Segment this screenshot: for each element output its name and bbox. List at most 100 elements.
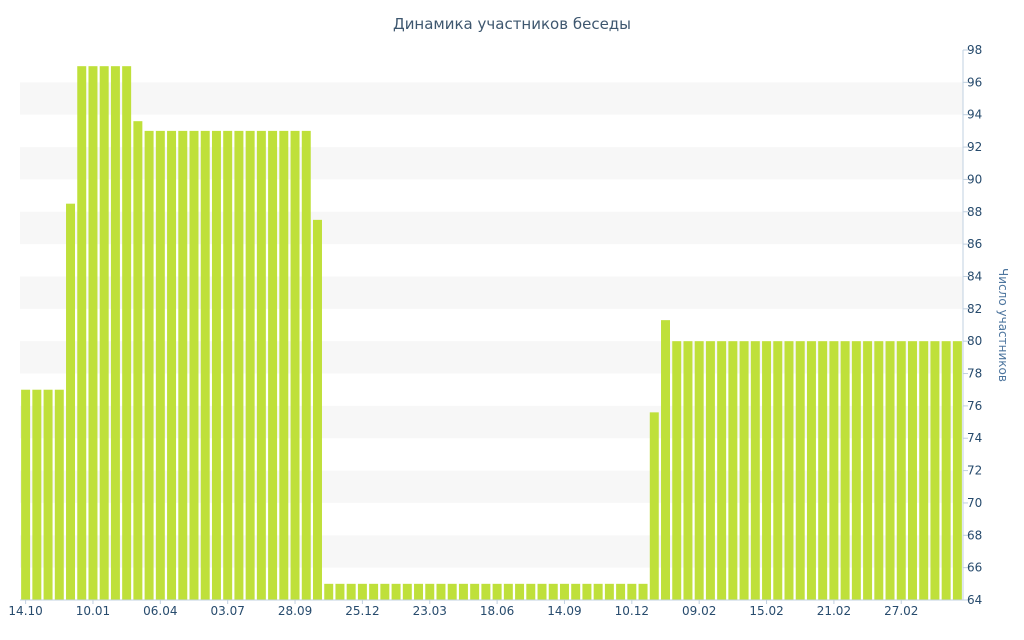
- bar[interactable]: [952, 341, 962, 600]
- bar[interactable]: [66, 203, 76, 600]
- bar[interactable]: [627, 583, 637, 600]
- y-tick-label: 82: [967, 302, 982, 316]
- x-tick-label: 09.02: [682, 604, 716, 618]
- bar[interactable]: [32, 389, 42, 600]
- bar[interactable]: [537, 583, 547, 600]
- bar[interactable]: [223, 130, 233, 600]
- bar[interactable]: [548, 583, 558, 600]
- bar[interactable]: [515, 583, 525, 600]
- bar[interactable]: [458, 583, 468, 600]
- x-tick-label: 27.02: [884, 604, 918, 618]
- bar[interactable]: [279, 130, 289, 600]
- bar[interactable]: [896, 341, 906, 600]
- bar[interactable]: [941, 341, 951, 600]
- y-tick-label: 64: [967, 593, 982, 607]
- bar[interactable]: [919, 341, 929, 600]
- bar[interactable]: [863, 341, 873, 600]
- bar[interactable]: [593, 583, 603, 600]
- x-tick-label: 23.03: [413, 604, 447, 618]
- bar[interactable]: [470, 583, 480, 600]
- bar[interactable]: [436, 583, 446, 600]
- grid-band: [20, 82, 963, 115]
- bar[interactable]: [447, 583, 457, 600]
- y-tick-label: 70: [967, 496, 982, 510]
- bar[interactable]: [335, 583, 345, 600]
- bar[interactable]: [739, 341, 749, 600]
- bar[interactable]: [200, 130, 210, 600]
- y-tick-label: 76: [967, 399, 982, 413]
- bar[interactable]: [604, 583, 614, 600]
- bar[interactable]: [43, 389, 53, 600]
- bar[interactable]: [559, 583, 569, 600]
- bar[interactable]: [661, 320, 670, 600]
- bar[interactable]: [930, 341, 940, 600]
- bar[interactable]: [481, 583, 491, 600]
- bar[interactable]: [357, 583, 367, 600]
- bar[interactable]: [133, 121, 143, 601]
- bar[interactable]: [268, 130, 278, 600]
- bar[interactable]: [178, 130, 188, 600]
- bar[interactable]: [795, 341, 805, 600]
- bar[interactable]: [21, 389, 31, 600]
- bars: [21, 66, 962, 601]
- bar[interactable]: [750, 341, 760, 600]
- bar[interactable]: [503, 583, 513, 600]
- bar[interactable]: [907, 341, 917, 600]
- bar[interactable]: [762, 341, 772, 600]
- bar[interactable]: [256, 130, 266, 600]
- x-tick-label: 21.02: [817, 604, 851, 618]
- bar[interactable]: [728, 341, 738, 600]
- bar[interactable]: [526, 583, 536, 600]
- bar[interactable]: [99, 66, 109, 601]
- bar[interactable]: [638, 583, 648, 600]
- bar[interactable]: [829, 341, 839, 600]
- x-tick-label: 14.09: [547, 604, 581, 618]
- bar[interactable]: [425, 583, 435, 600]
- bar[interactable]: [144, 130, 154, 600]
- bar[interactable]: [122, 66, 132, 601]
- bar[interactable]: [717, 341, 727, 600]
- bar[interactable]: [851, 341, 861, 600]
- bar[interactable]: [874, 341, 884, 600]
- bar[interactable]: [189, 130, 199, 600]
- bar[interactable]: [705, 341, 715, 600]
- bar[interactable]: [211, 130, 221, 600]
- bar[interactable]: [402, 583, 412, 600]
- bar[interactable]: [806, 341, 816, 600]
- bar[interactable]: [773, 341, 783, 600]
- bar[interactable]: [54, 389, 64, 600]
- bar[interactable]: [616, 583, 626, 600]
- bar[interactable]: [324, 583, 334, 600]
- bar[interactable]: [290, 130, 300, 600]
- bar[interactable]: [571, 583, 581, 600]
- bar[interactable]: [784, 341, 794, 600]
- bar[interactable]: [649, 412, 659, 600]
- bar[interactable]: [167, 130, 177, 600]
- x-axis-ticks: 14.10 10.01 06.04 03.07 28.09 25.12 23.03 18.06…: [8, 600, 918, 618]
- bar[interactable]: [77, 66, 87, 601]
- bar[interactable]: [110, 66, 120, 601]
- bar[interactable]: [694, 341, 704, 600]
- bar[interactable]: [245, 130, 255, 600]
- bar[interactable]: [683, 341, 693, 600]
- bar[interactable]: [88, 66, 98, 601]
- bar[interactable]: [380, 583, 390, 600]
- bar[interactable]: [369, 583, 379, 600]
- bar[interactable]: [301, 130, 311, 600]
- bar[interactable]: [840, 341, 850, 600]
- bar[interactable]: [346, 583, 356, 600]
- bar[interactable]: [885, 341, 895, 600]
- bar[interactable]: [313, 219, 322, 600]
- y-tick-label: 98: [967, 43, 982, 57]
- bar[interactable]: [155, 130, 165, 600]
- bar[interactable]: [818, 341, 828, 600]
- y-tick-label: 88: [967, 205, 982, 219]
- bar[interactable]: [234, 130, 244, 600]
- bar[interactable]: [582, 583, 592, 600]
- bar[interactable]: [492, 583, 502, 600]
- bar[interactable]: [391, 583, 401, 600]
- x-tick-label: 10.12: [615, 604, 649, 618]
- bar[interactable]: [672, 341, 682, 600]
- bar[interactable]: [414, 583, 424, 600]
